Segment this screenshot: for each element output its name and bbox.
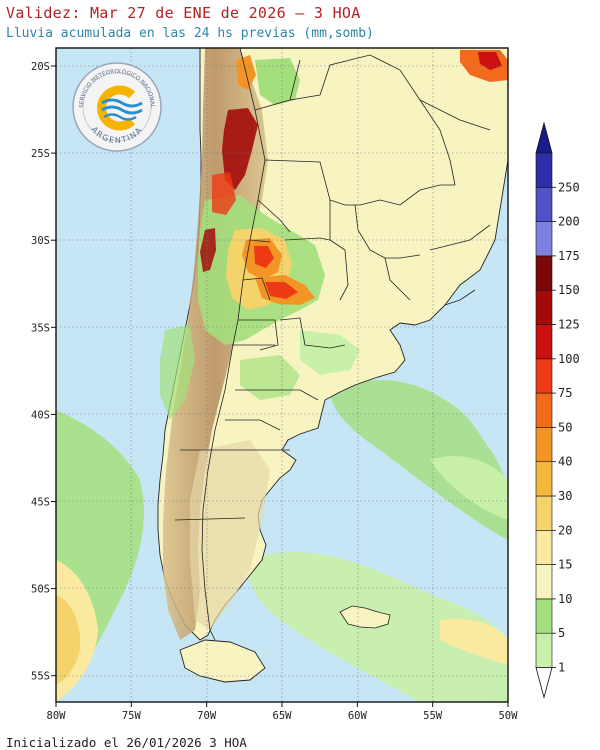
colorbar-segment bbox=[535, 187, 553, 222]
colorbar-segment bbox=[535, 324, 553, 360]
colorbar-segment bbox=[535, 255, 553, 291]
colorbar-segment bbox=[535, 461, 553, 497]
map-subtitle: Lluvia acumulada en las 24 hs previas (m… bbox=[6, 26, 374, 41]
colorbar-label: 100 bbox=[558, 352, 580, 366]
chile-rain-green bbox=[160, 325, 195, 420]
colorbar-label: 50 bbox=[558, 420, 572, 434]
andes-north-rain-darkred bbox=[222, 108, 258, 190]
colorbar-segment bbox=[535, 598, 553, 634]
lon-tick-label: 80W bbox=[47, 710, 67, 722]
lon-tick-label: 70W bbox=[197, 710, 217, 722]
andes-relief bbox=[163, 48, 268, 640]
colorbar-label: 150 bbox=[558, 283, 580, 297]
colorbar-segment bbox=[535, 427, 553, 462]
colorbar-segment bbox=[535, 495, 553, 531]
political-borders bbox=[174, 48, 491, 641]
colorbar-label: 1 bbox=[558, 661, 565, 675]
logo-wave-1 bbox=[101, 98, 143, 108]
colorbar-segment bbox=[535, 632, 553, 668]
lat-tick-label: 25S bbox=[31, 148, 50, 160]
lat-tick-label: 40S bbox=[31, 409, 50, 421]
graticule bbox=[56, 48, 508, 702]
malvinas-islands bbox=[339, 605, 391, 629]
nw-rain-red bbox=[254, 246, 274, 268]
andes-west-rain-darkred bbox=[200, 228, 216, 272]
lat-tick-label: 20S bbox=[31, 61, 50, 73]
east-coast-rain-green bbox=[300, 330, 360, 375]
colorbar-bottom-arrow bbox=[535, 667, 553, 700]
colorbar-label: 30 bbox=[558, 489, 572, 503]
map-title: Validez: Mar 27 de ENE de 2026 – 3 HOA bbox=[6, 4, 361, 22]
lon-tick-label: 60W bbox=[348, 710, 368, 722]
lat-tick-label: 30S bbox=[31, 235, 50, 247]
map-body bbox=[56, 48, 508, 702]
colorbar-segment bbox=[535, 529, 553, 565]
lat-tick-label: 50S bbox=[31, 584, 50, 596]
colorbar-label: 5 bbox=[558, 626, 565, 640]
logo-wave-2 bbox=[101, 105, 143, 115]
colorbar-segment bbox=[535, 289, 553, 325]
patagonia-tan bbox=[190, 440, 270, 630]
lon-tick-label: 50W bbox=[498, 710, 518, 722]
lat-tick-label: 45S bbox=[31, 497, 50, 509]
lat-tick-label: 55S bbox=[31, 671, 50, 683]
colorbar-segment bbox=[535, 564, 553, 600]
smn-logo: SERVICIO METEOROLÓGICO NACIONAL ARGENTIN… bbox=[72, 62, 162, 152]
center-rain-green bbox=[240, 355, 300, 400]
colorbar-label: 175 bbox=[558, 249, 580, 263]
logo-wave-3 bbox=[103, 113, 137, 121]
lon-tick-label: 65W bbox=[273, 710, 293, 722]
colorbar-segment bbox=[535, 152, 553, 188]
center-rain-red bbox=[265, 282, 298, 299]
andes-rain-band-red bbox=[212, 172, 236, 215]
north-rain-green bbox=[255, 58, 300, 105]
init-timestamp: Inicializado el 26/01/2026 3 HOA bbox=[6, 735, 247, 750]
colorbar-top-arrow bbox=[535, 121, 553, 154]
colorbar-label: 10 bbox=[558, 592, 572, 606]
lon-tick-label: 55W bbox=[423, 710, 443, 722]
atlantic-rain-southeast bbox=[440, 618, 508, 665]
latitude-axis: 20S 25S 30S 35S 40S 45S 50S 55S bbox=[31, 61, 56, 683]
longitude-axis: 80W 75W 70W 65W 60W 55W 50W bbox=[47, 702, 518, 722]
colorbar-label: 75 bbox=[558, 386, 572, 400]
pacific-rain-max bbox=[56, 595, 81, 685]
tierra-del-fuego bbox=[179, 639, 266, 683]
southeast-rain-area bbox=[430, 456, 508, 520]
colorbar-label: 20 bbox=[558, 523, 572, 537]
colorbar-label: 125 bbox=[558, 318, 580, 332]
colorbar-label: 200 bbox=[558, 215, 580, 229]
northeast-rain-red bbox=[478, 52, 502, 70]
colorbar-label: 250 bbox=[558, 180, 580, 194]
colorbar-segment bbox=[535, 221, 553, 257]
lon-tick-label: 75W bbox=[122, 710, 142, 722]
logo-sun-arc bbox=[97, 85, 136, 131]
atlantic-rain-band bbox=[330, 380, 508, 540]
colorbar-label: 15 bbox=[558, 558, 572, 572]
lat-tick-label: 35S bbox=[31, 322, 50, 334]
colorbar-label: 40 bbox=[558, 455, 572, 469]
colorbar-segment bbox=[535, 392, 553, 428]
colorbar-segment bbox=[535, 358, 553, 394]
